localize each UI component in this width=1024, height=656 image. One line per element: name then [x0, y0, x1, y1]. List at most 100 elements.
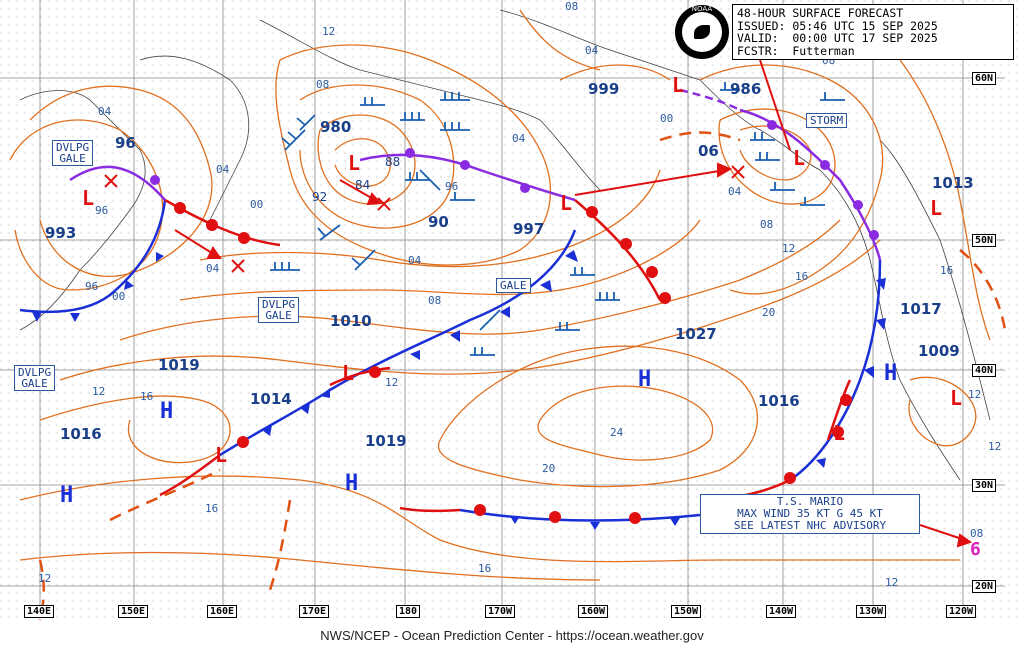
forecaster: FCSTR: Futterman — [737, 43, 855, 58]
low-symbol: L — [348, 151, 360, 175]
low-symbol: L — [82, 186, 94, 210]
tropical-storm-symbol: 6 — [970, 539, 981, 560]
pressure-value: 997 — [513, 220, 545, 238]
pressure-value: 986 — [730, 80, 762, 98]
high-symbol: H — [638, 367, 651, 392]
isobar-label: 12 — [988, 440, 1002, 453]
forecast-title: 48-HOUR SURFACE FORECAST — [737, 6, 904, 20]
low-symbol: L — [672, 73, 684, 97]
gale-warning: GALE — [496, 278, 531, 293]
pressure-value: 84 — [355, 178, 371, 192]
isobar-label: 08 — [316, 78, 330, 91]
pressure-value: 06 — [698, 142, 719, 160]
isobar-label: 00 — [112, 290, 126, 303]
longitude-label: 160W — [578, 605, 609, 618]
isobar-label: 20 — [762, 306, 776, 319]
movement-arrows — [174, 59, 973, 548]
pressure-value: 90 — [428, 213, 449, 231]
pressure-value: 92 — [312, 190, 328, 204]
longitude-label: 150W — [671, 605, 702, 618]
pressure-value: 1010 — [330, 312, 372, 330]
noaa-logo-inner — [682, 12, 722, 52]
mario-line: MAX WIND 35 KT G 45 KT — [737, 507, 883, 520]
noaa-logo: NOAA — [675, 5, 729, 59]
isobar-label: 08 — [428, 294, 442, 307]
isobar-label: 04 — [585, 44, 599, 57]
tropical-storm-mario-box: T.S. MARIO MAX WIND 35 KT G 45 KT SEE LA… — [700, 494, 920, 534]
high-symbol: H — [884, 361, 897, 386]
high-symbol: H — [345, 471, 358, 496]
low-symbol: L — [215, 443, 227, 467]
isobar-label: 12 — [782, 242, 796, 255]
isobar-label: 00 — [660, 112, 674, 125]
pressure-value: 1027 — [675, 325, 717, 343]
pressure-value: 1009 — [918, 342, 960, 360]
low-symbol: L — [833, 421, 845, 445]
isobar-label: 12 — [385, 376, 399, 389]
isobar-label: 04 — [512, 132, 526, 145]
mario-line: SEE LATEST NHC ADVISORY — [733, 519, 887, 532]
dvlpg-gale-warning: DVLPG GALE — [258, 297, 300, 323]
isobar-label: 00 — [250, 198, 264, 211]
isobar-label: 04 — [98, 105, 112, 118]
pressure-value: 1014 — [250, 390, 292, 408]
latitude-label: 30N — [972, 479, 997, 492]
isobar-label: 96 — [445, 180, 459, 193]
longitude-label: 150E — [118, 605, 149, 618]
low-symbol: L — [560, 191, 572, 215]
pressure-value: 1019 — [365, 432, 407, 450]
isobar-label: 04 — [728, 185, 742, 198]
isobar-label: 16 — [140, 390, 154, 403]
warning-line: DVLPG — [262, 298, 296, 311]
longitude-label: 170W — [485, 605, 516, 618]
issued-time: ISSUED: 05:46 UTC 15 SEP 2025 — [737, 18, 938, 33]
forecast-header: 48-HOUR SURFACE FORECAST ISSUED: 05:46 U… — [732, 4, 1014, 60]
pressure-value: 1013 — [932, 174, 974, 192]
warning-line: GALE — [21, 377, 48, 390]
isobar-label: 96 — [95, 204, 109, 217]
isobar-label: 24 — [610, 426, 624, 439]
isobar-label: 16 — [478, 562, 492, 575]
isobar-label: 16 — [795, 270, 809, 283]
low-symbol: L — [950, 386, 962, 410]
isobar-label: 04 — [206, 262, 220, 275]
pressure-value: 993 — [45, 224, 77, 242]
forecast-positions — [104, 165, 745, 273]
cold-front-triangles — [32, 250, 886, 530]
mario-line: T.S. MARIO — [776, 495, 844, 508]
longitude-label: 120W — [946, 605, 977, 618]
isobar-label: 20 — [542, 462, 556, 475]
warning-line: DVLPG — [56, 141, 90, 154]
isobar-label: 08 — [970, 527, 984, 540]
pressure-value: 1016 — [758, 392, 800, 410]
longitude-label: 140E — [24, 605, 55, 618]
longitude-label: 130W — [856, 605, 887, 618]
isobar-label: 12 — [322, 25, 336, 38]
isobars — [9, 9, 991, 581]
isobar-label: 12 — [885, 576, 899, 589]
isobar-label: 04 — [408, 254, 422, 267]
isobar-label: 12 — [968, 388, 982, 401]
warm-front-semicircles — [174, 202, 852, 524]
warning-line: DVLPG — [18, 366, 52, 379]
longitude-label: 140W — [766, 605, 797, 618]
pressure-symbols: L L L L L L L L L L H H H H H 6 — [60, 73, 981, 560]
latitude-label: 20N — [972, 580, 997, 593]
pressure-value: 1017 — [900, 300, 942, 318]
cold-fronts — [19, 199, 882, 522]
pressure-value: 1016 — [60, 425, 102, 443]
pressure-value: 96 — [115, 134, 136, 152]
dvlpg-gale-warning: DVLPG GALE — [14, 365, 56, 391]
longitude-label: 170E — [299, 605, 330, 618]
noaa-logo-text: NOAA — [691, 5, 713, 13]
isobar-label: 12 — [92, 385, 106, 398]
valid-time: VALID: 00:00 UTC 17 SEP 2025 — [737, 31, 938, 45]
isobar-label: 96 — [85, 280, 99, 293]
warning-line: GALE — [265, 309, 292, 322]
noaa-bird-icon — [694, 25, 710, 39]
isobar-label: 16 — [205, 502, 219, 515]
pressure-value: 1019 — [158, 356, 200, 374]
isobar-label: 16 — [940, 264, 954, 277]
